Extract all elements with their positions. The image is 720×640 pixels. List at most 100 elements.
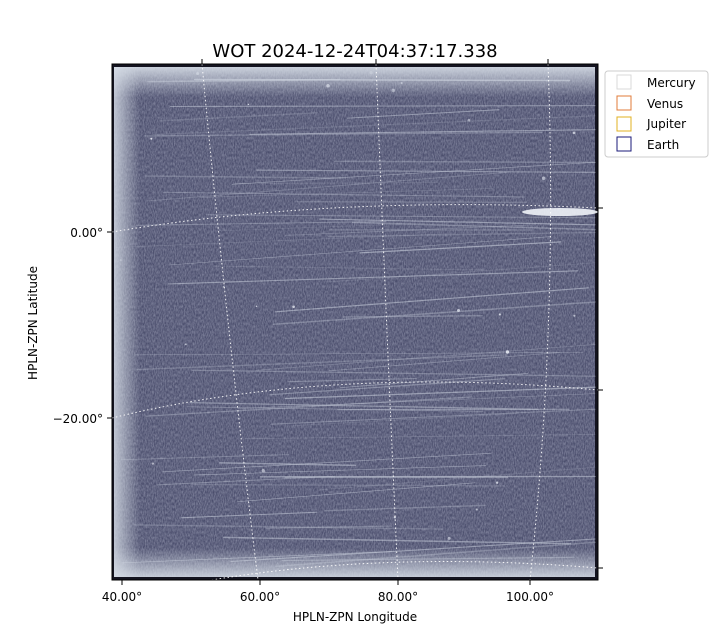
legend-swatch-mercury (616, 74, 632, 90)
star-point (541, 176, 546, 180)
legend-label-earth: Earth (647, 138, 679, 152)
star-streak (329, 262, 596, 283)
star-streak (272, 301, 596, 326)
x-tick-label: 60.00° (240, 590, 280, 604)
star-streak (145, 396, 473, 417)
star-streak (144, 175, 347, 179)
star-streak (151, 115, 596, 136)
plot-frame (111, 63, 599, 581)
legend-swatch-venus (616, 95, 632, 111)
star-streak (209, 220, 483, 232)
star-point (573, 314, 576, 317)
star-streak (288, 377, 417, 383)
axis-ticks (107, 59, 603, 585)
star-streak (156, 475, 335, 486)
star-streak (181, 511, 318, 519)
star-streak (133, 524, 444, 530)
star-streak (351, 221, 596, 231)
grid-longitude-line (375, 64, 399, 580)
x-tick-label: 100.00° (506, 590, 554, 604)
star-streak (146, 171, 508, 202)
star-streak (158, 112, 319, 122)
star-streak (346, 109, 500, 119)
star-point (261, 469, 265, 473)
star-streak (275, 287, 590, 313)
star-point (467, 118, 471, 122)
y-tick-label: 0.00° (70, 226, 103, 240)
star-streak (115, 233, 456, 248)
star-streak (284, 386, 596, 400)
legend-swatch-earth (616, 136, 632, 152)
star-point (150, 137, 153, 140)
legend-label-venus: Venus (647, 97, 683, 111)
star-streak (249, 129, 596, 135)
star-streak (199, 188, 493, 198)
star-streak (324, 504, 486, 512)
solar-image (112, 64, 598, 580)
star-streak (205, 214, 596, 219)
y-axis-label: HPLN-ZPN Latitude (26, 266, 40, 380)
star-streak (359, 241, 562, 254)
grid-latitude-line (208, 561, 598, 580)
legend-swatch-jupiter (616, 116, 632, 132)
star-streak (269, 378, 506, 396)
plot-title: WOT 2024-12-24T04:37:17.338 (212, 41, 497, 62)
star-point (255, 305, 258, 307)
star-streak (339, 372, 528, 389)
x-axis-label: HPLN-ZPN Longitude (293, 610, 417, 624)
star-streak (319, 466, 596, 491)
star-streak (168, 236, 551, 266)
legend-box (604, 70, 709, 158)
star-point (572, 131, 576, 135)
star-streak (270, 408, 596, 425)
star-point (184, 343, 187, 346)
grid-longitude-line (529, 64, 552, 580)
star-streak (237, 482, 476, 503)
star-streak (222, 536, 572, 545)
star-streak (231, 161, 596, 185)
grid-latitude-line (112, 381, 598, 419)
legend-label-jupiter: Jupiter (646, 117, 686, 131)
star-point (495, 481, 499, 484)
star-point (247, 103, 250, 106)
star-streak (136, 220, 387, 226)
star-point (447, 536, 451, 540)
star-streak (162, 191, 525, 198)
legend: Mercury Venus Jupiter Earth (604, 70, 709, 158)
star-streak (234, 182, 438, 184)
y-tick-label: −20.00° (53, 412, 103, 426)
star-streak (161, 452, 492, 473)
x-tick-label: 80.00° (378, 590, 418, 604)
star-streak (186, 406, 484, 412)
star-point (151, 462, 155, 465)
star-streak (144, 131, 543, 137)
star-point (498, 313, 501, 316)
star-streak (342, 315, 483, 318)
star-streak (237, 393, 596, 409)
star-streak (244, 433, 596, 440)
star-point (475, 508, 478, 511)
bright-streak (522, 208, 598, 216)
legend-label-mercury: Mercury (647, 76, 696, 90)
star-streak (121, 454, 289, 461)
star-streak (191, 369, 596, 377)
x-tick-label: 40.00° (102, 590, 142, 604)
star-streak (190, 483, 505, 487)
star-point (457, 309, 460, 312)
star-streak (136, 354, 507, 371)
coordinate-grid (112, 64, 598, 580)
star-streak (334, 160, 596, 164)
star-streak (213, 265, 486, 271)
star-streak (193, 465, 487, 476)
star-streak (328, 352, 561, 372)
star-point (292, 305, 295, 309)
star-streak (255, 169, 596, 173)
star-streak (293, 413, 518, 426)
star-streak (167, 270, 579, 285)
star-point (505, 350, 510, 354)
star-streak (219, 462, 357, 467)
star-streak (170, 105, 596, 107)
star-streak (319, 218, 596, 226)
star-streak (255, 344, 596, 371)
